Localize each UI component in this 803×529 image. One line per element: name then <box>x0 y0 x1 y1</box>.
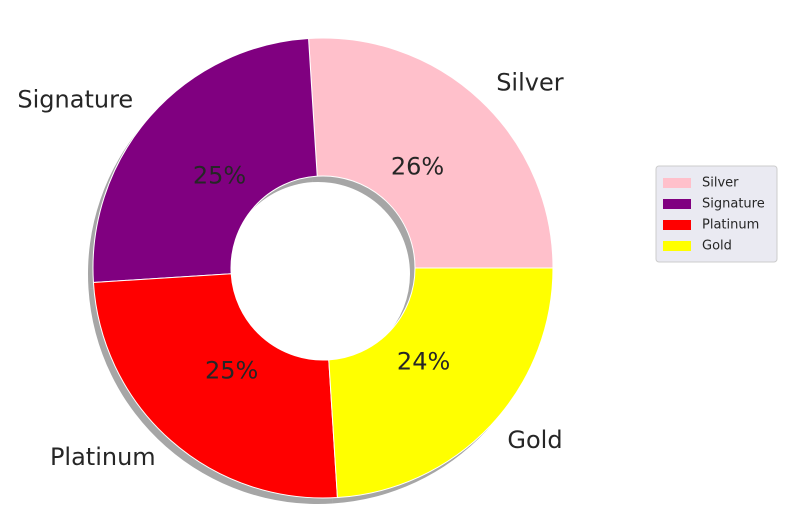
chart-labels: Silver 26% Signature 25% Platinum 25% Gold 24% <box>17 69 563 471</box>
legend-swatch-silver <box>663 178 691 188</box>
legend-label-platinum: Platinum <box>702 218 759 233</box>
legend-label-gold: Gold <box>702 239 732 254</box>
chart-legend: Silver Signature Platinum Gold <box>655 165 778 263</box>
legend-label-silver: Silver <box>702 176 739 191</box>
slice-label-platinum: Platinum <box>50 443 156 471</box>
percent-label-platinum: 25% <box>205 357 258 385</box>
percent-label-silver: 26% <box>391 152 444 180</box>
slice-label-silver: Silver <box>496 69 564 97</box>
chart-slices <box>92 37 554 499</box>
slice-gold <box>328 267 554 499</box>
slice-label-signature: Signature <box>17 86 133 114</box>
legend-label-signature: Signature <box>702 197 765 212</box>
legend-swatch-signature <box>663 199 691 209</box>
slice-signature <box>92 37 318 283</box>
slice-platinum <box>92 273 338 499</box>
percent-label-gold: 24% <box>397 348 450 376</box>
slice-silver <box>308 37 554 269</box>
slice-label-gold: Gold <box>507 426 562 454</box>
legend-swatch-platinum <box>663 220 691 230</box>
legend-box <box>655 165 778 263</box>
legend-swatch-gold <box>663 241 691 251</box>
percent-label-signature: 25% <box>193 162 246 190</box>
